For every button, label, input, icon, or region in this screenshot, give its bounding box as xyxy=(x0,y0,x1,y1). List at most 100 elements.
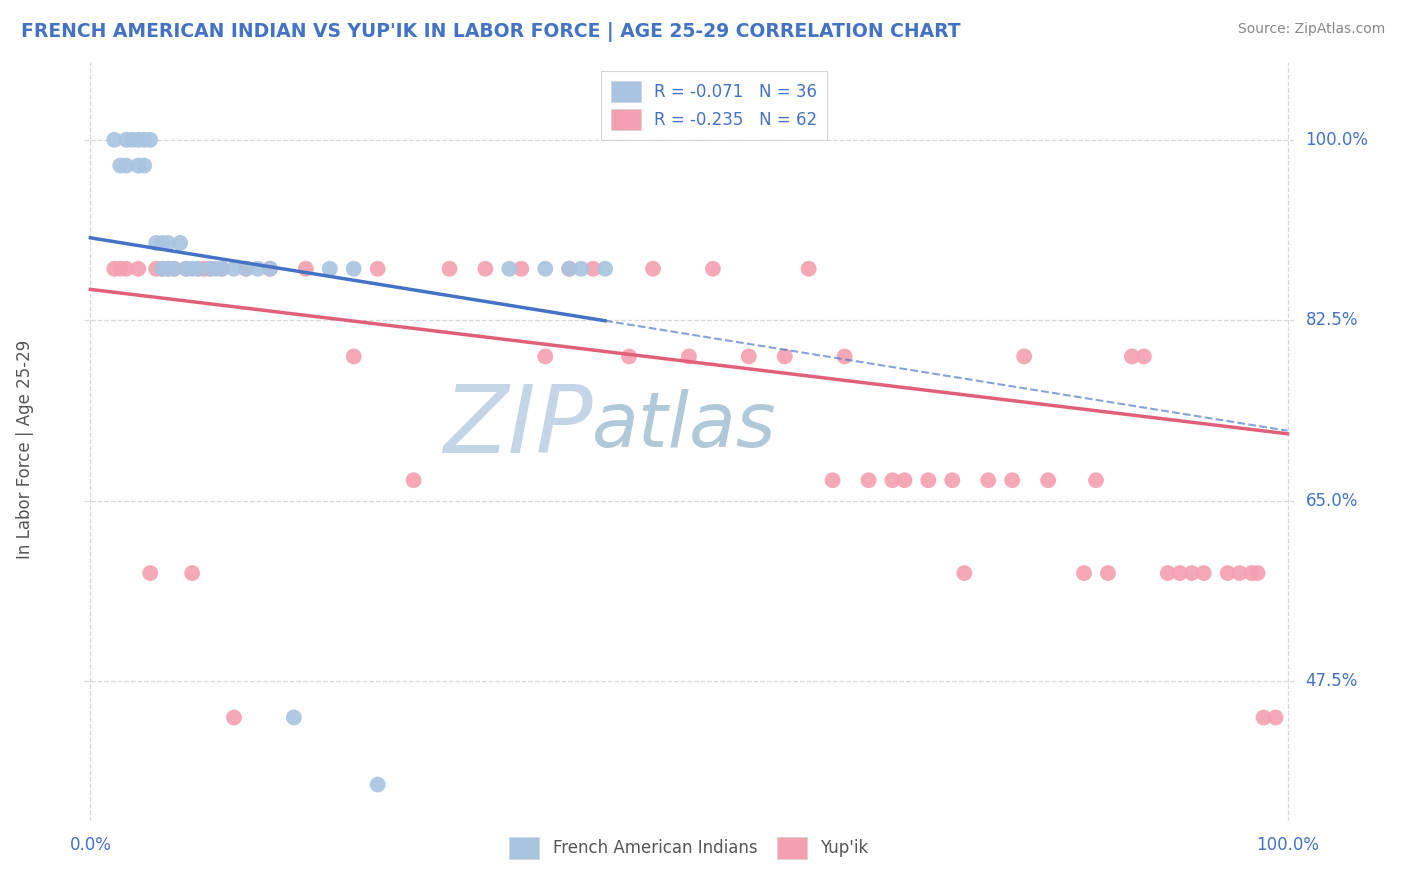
Point xyxy=(1121,350,1143,364)
Point xyxy=(134,133,156,147)
Point xyxy=(1253,710,1275,724)
Point xyxy=(145,261,167,276)
Point xyxy=(211,261,233,276)
Point xyxy=(439,261,461,276)
Point xyxy=(617,350,640,364)
Point xyxy=(163,261,186,276)
Point xyxy=(295,261,318,276)
Point xyxy=(1036,473,1059,487)
Point xyxy=(1192,566,1215,580)
Legend: French American Indians, Yup'ik: French American Indians, Yup'ik xyxy=(502,830,876,865)
Point xyxy=(593,261,616,276)
Point xyxy=(174,261,197,276)
Point xyxy=(157,235,180,250)
Point xyxy=(893,473,915,487)
Point xyxy=(1240,566,1263,580)
Point xyxy=(738,350,761,364)
Point xyxy=(283,710,305,724)
Point xyxy=(139,133,162,147)
Point xyxy=(169,235,191,250)
Point xyxy=(222,261,245,276)
Point xyxy=(110,261,132,276)
Point xyxy=(797,261,820,276)
Point xyxy=(115,133,138,147)
Point xyxy=(181,566,204,580)
Point xyxy=(498,261,520,276)
Text: 82.5%: 82.5% xyxy=(1306,311,1358,329)
Point xyxy=(534,350,557,364)
Point xyxy=(150,235,173,250)
Point xyxy=(205,261,228,276)
Point xyxy=(1001,473,1024,487)
Point xyxy=(367,261,389,276)
Point xyxy=(115,261,138,276)
Point xyxy=(1264,710,1286,724)
Point xyxy=(367,778,389,792)
Point xyxy=(198,261,221,276)
Point xyxy=(1246,566,1268,580)
Point xyxy=(127,133,149,147)
Text: Source: ZipAtlas.com: Source: ZipAtlas.com xyxy=(1237,22,1385,37)
Text: FRENCH AMERICAN INDIAN VS YUP'IK IN LABOR FORCE | AGE 25-29 CORRELATION CHART: FRENCH AMERICAN INDIAN VS YUP'IK IN LABO… xyxy=(21,22,960,42)
Point xyxy=(941,473,963,487)
Point xyxy=(510,261,533,276)
Point xyxy=(1168,566,1191,580)
Point xyxy=(834,350,856,364)
Point xyxy=(953,566,976,580)
Text: 100.0%: 100.0% xyxy=(1256,836,1319,855)
Point xyxy=(858,473,880,487)
Point xyxy=(259,261,281,276)
Point xyxy=(115,159,138,173)
Point xyxy=(103,133,125,147)
Point xyxy=(343,350,366,364)
Point xyxy=(259,261,281,276)
Point xyxy=(1216,566,1239,580)
Text: In Labor Force | Age 25-29: In Labor Force | Age 25-29 xyxy=(15,340,34,559)
Point xyxy=(582,261,605,276)
Point xyxy=(343,261,366,276)
Text: 47.5%: 47.5% xyxy=(1306,673,1358,690)
Point xyxy=(1181,566,1204,580)
Point xyxy=(157,261,180,276)
Point xyxy=(534,261,557,276)
Point xyxy=(187,261,209,276)
Point xyxy=(150,261,173,276)
Text: 100.0%: 100.0% xyxy=(1306,131,1368,149)
Point xyxy=(127,261,149,276)
Point xyxy=(187,261,209,276)
Point xyxy=(134,159,156,173)
Point xyxy=(977,473,1000,487)
Point xyxy=(558,261,581,276)
Point xyxy=(773,350,796,364)
Point xyxy=(181,261,204,276)
Point xyxy=(110,159,132,173)
Point xyxy=(163,261,186,276)
Point xyxy=(1097,566,1119,580)
Text: 0.0%: 0.0% xyxy=(69,836,111,855)
Point xyxy=(235,261,257,276)
Point xyxy=(882,473,904,487)
Point xyxy=(139,566,162,580)
Point xyxy=(569,261,592,276)
Point xyxy=(1229,566,1251,580)
Point xyxy=(678,350,700,364)
Point xyxy=(702,261,724,276)
Text: ZIP: ZIP xyxy=(443,381,592,472)
Point xyxy=(211,261,233,276)
Point xyxy=(235,261,257,276)
Point xyxy=(1133,350,1156,364)
Point xyxy=(157,261,180,276)
Point xyxy=(174,261,197,276)
Point xyxy=(1157,566,1180,580)
Point xyxy=(1073,566,1095,580)
Point xyxy=(319,261,342,276)
Point xyxy=(641,261,664,276)
Point xyxy=(121,133,143,147)
Point xyxy=(103,261,125,276)
Point xyxy=(821,473,844,487)
Point xyxy=(127,159,149,173)
Point xyxy=(1012,350,1035,364)
Text: atlas: atlas xyxy=(592,390,776,463)
Point xyxy=(222,710,245,724)
Point xyxy=(198,261,221,276)
